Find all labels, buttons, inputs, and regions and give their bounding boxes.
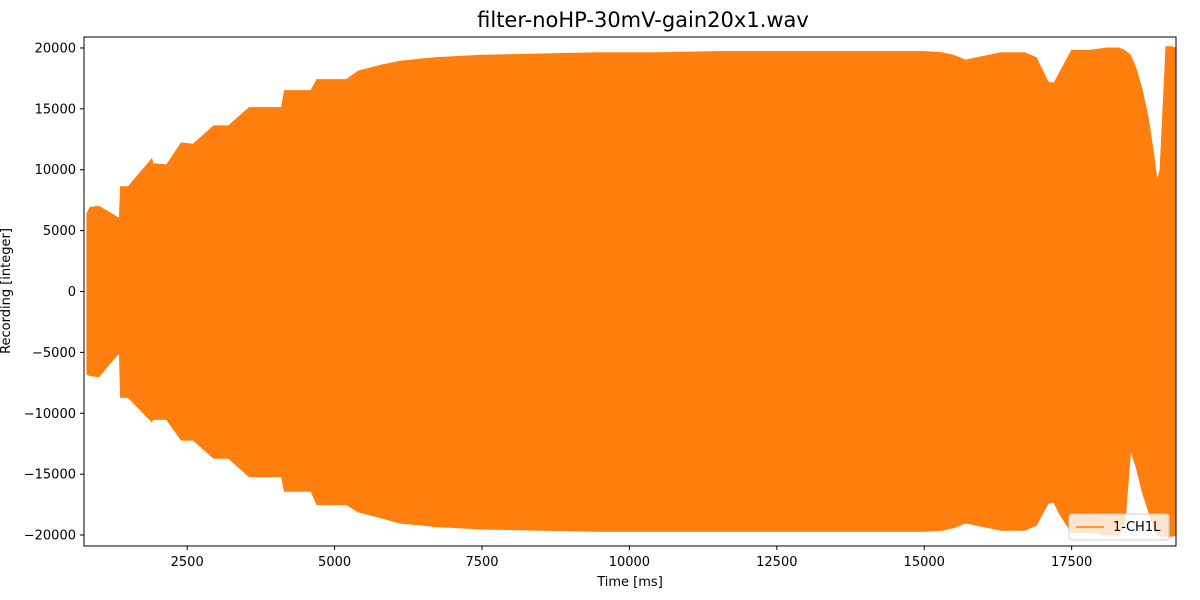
y-tick-label: 5000 <box>43 224 76 239</box>
y-axis-label: Recording [integer] <box>0 228 14 354</box>
y-tick-label: −15000 <box>24 468 76 483</box>
y-tick-label: −20000 <box>24 529 76 544</box>
y-tick-label: 15000 <box>35 102 76 117</box>
x-tick-label: 2500 <box>171 555 204 570</box>
y-tick-label: 0 <box>68 285 76 300</box>
chart-title: filter-noHP-30mV-gain20x1.wav <box>477 8 809 32</box>
x-tick-label: 17500 <box>1051 555 1092 570</box>
x-tick-label: 15000 <box>904 555 945 570</box>
x-axis: 2500 5000 7500 10000 12500 15000 17500 <box>171 546 1092 570</box>
y-tick-label: −10000 <box>24 407 76 422</box>
series-1-ch1l <box>86 46 1177 537</box>
y-tick-label: −5000 <box>32 346 76 361</box>
y-tick-label: 10000 <box>35 163 76 178</box>
plot-area <box>83 36 1177 547</box>
x-tick-label: 12500 <box>756 555 797 570</box>
x-tick-label: 7500 <box>465 555 498 570</box>
y-axis: −20000 −15000 −10000 −5000 0 5000 10000 15000 20… <box>24 41 84 544</box>
legend: 1-CH1L <box>1068 513 1170 541</box>
x-tick-label: 10000 <box>609 555 650 570</box>
x-tick-label: 5000 <box>318 555 351 570</box>
x-axis-label: Time [ms] <box>596 575 663 590</box>
y-tick-label: 20000 <box>35 41 76 56</box>
legend-entry-1-ch1l: 1-CH1L <box>1113 520 1161 535</box>
legend-box <box>1068 513 1170 541</box>
